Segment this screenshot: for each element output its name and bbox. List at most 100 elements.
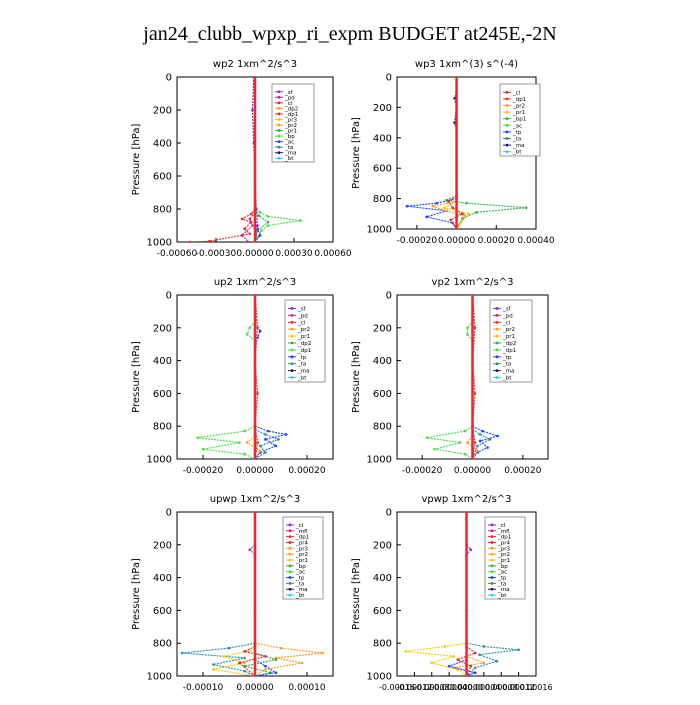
legend-label: _pr2 (512, 104, 525, 110)
data-point (256, 441, 259, 444)
legend-marker (495, 307, 499, 310)
legend-marker (495, 348, 499, 352)
legend-marker (288, 552, 292, 556)
x-tick-label: 0.00000 (438, 236, 475, 246)
data-point (467, 212, 470, 216)
legend-marker (277, 112, 281, 116)
x-tick-label: 0.00016 (519, 683, 552, 692)
data-point (247, 240, 250, 242)
chart-panel-6: vpwp 1xm^2/s^3 Pressure [hPa] 0 200 400 600 80… (351, 494, 553, 692)
legend-label: _pr1 (512, 110, 525, 116)
series-group (404, 512, 520, 676)
y-tick-label: 800 (153, 639, 172, 650)
x-tick-label: -0.00012 (396, 683, 432, 692)
legend-marker (495, 313, 499, 317)
y-tick-label: 0 (386, 291, 392, 302)
data-point (256, 392, 259, 395)
legend-marker (290, 307, 294, 310)
legend-label: _dp1 (502, 348, 516, 354)
legend-label: _tp (497, 576, 507, 582)
legend-marker (505, 123, 509, 127)
legend-marker (277, 101, 281, 105)
chart-title: vp2 1xm^2/s^3 (432, 277, 514, 288)
data-point (258, 234, 262, 237)
y-tick-label: 400 (373, 573, 392, 584)
y-axis-label: Pressure [hPa] (351, 117, 362, 189)
legend-marker (288, 541, 292, 544)
data-point (433, 447, 437, 451)
legend-label: _dp1 (512, 97, 526, 103)
x-tick-label: 0.00012 (502, 683, 535, 692)
legend-label: _bt (512, 150, 522, 156)
data-point (466, 441, 469, 444)
legend-marker (490, 576, 494, 579)
chart-panel-4: vp2 1xm^2/s^3 Pressure [hPa] 0 200 400 600 800… (351, 277, 549, 476)
y-tick-label: 0 (166, 73, 172, 84)
legend-label: _cl (284, 101, 293, 107)
y-tick-label: 1000 (367, 455, 392, 466)
data-point (466, 326, 469, 330)
data-point (321, 651, 324, 655)
x-tick-label: 0.00020 (288, 466, 325, 476)
legend-marker (490, 529, 494, 533)
legend-label: _dp1 (295, 535, 309, 541)
data-point (478, 653, 481, 656)
data-point (473, 441, 477, 444)
y-tick-label: 200 (153, 323, 172, 334)
legend-marker (505, 150, 509, 154)
legend-label: _pr3 (284, 117, 298, 123)
legend-marker (288, 523, 292, 527)
series-line-4 (447, 659, 478, 676)
data-point (249, 212, 253, 216)
y-tick-label: 600 (153, 172, 172, 183)
x-tick-label: 0.00004 (467, 683, 500, 692)
y-tick-label: 200 (373, 103, 392, 114)
legend-label: _tp (512, 130, 522, 136)
series-line-3 (189, 208, 256, 242)
data-point (478, 433, 482, 436)
legend-marker (290, 334, 294, 338)
data-point (264, 438, 267, 441)
data-point (463, 429, 467, 433)
legend-label: _sf (502, 306, 512, 312)
legend-label: _ta (284, 145, 293, 151)
series-group (180, 512, 324, 676)
data-point (476, 449, 479, 453)
data-point (266, 224, 270, 227)
x-tick-label: 0.00060 (314, 249, 351, 259)
data-point (227, 646, 231, 650)
legend-label: _sf (284, 90, 294, 96)
data-point (240, 217, 244, 221)
y-tick-label: 400 (373, 356, 392, 367)
legend: _sf_pd_cl_pr2_pr1_dp2_dp1_tp_ta_ma_bt (284, 299, 326, 383)
legend-label: _ta (497, 581, 506, 587)
legend-label: _pr3 (295, 546, 309, 552)
legend-marker (277, 95, 281, 99)
y-tick-label: 800 (373, 639, 392, 650)
data-point (463, 452, 467, 456)
data-point (473, 666, 477, 670)
legend-label: _tp (297, 355, 307, 361)
legend-label: _ta (295, 581, 304, 587)
data-point (449, 218, 452, 222)
chart-panel-1: wp2 1xm^2/s^3 Pressure [hPa] 0 200 400 600 800… (131, 59, 352, 259)
x-tick-label: -0.00020 (183, 466, 224, 476)
legend: _cl_mfl_dp1_pr4_pr3_pr2_pr1_bp_ac_tp_ta_… (282, 516, 324, 600)
data-point (245, 333, 249, 336)
legend-label: _pd (502, 313, 513, 319)
data-point (274, 671, 278, 675)
series-line-4 (241, 211, 256, 242)
legend-label: _bt (284, 156, 294, 162)
legend-box (284, 299, 326, 383)
legend-marker (505, 117, 509, 121)
data-point (453, 121, 456, 124)
series-line-3 (430, 201, 466, 229)
data-point (264, 433, 267, 436)
y-tick-label: 600 (373, 606, 392, 617)
data-point (258, 211, 262, 214)
legend-marker (490, 541, 494, 544)
data-point (240, 234, 244, 237)
y-axis-label: Pressure [hPa] (351, 558, 362, 630)
data-point (431, 204, 435, 208)
data-point (248, 232, 252, 236)
